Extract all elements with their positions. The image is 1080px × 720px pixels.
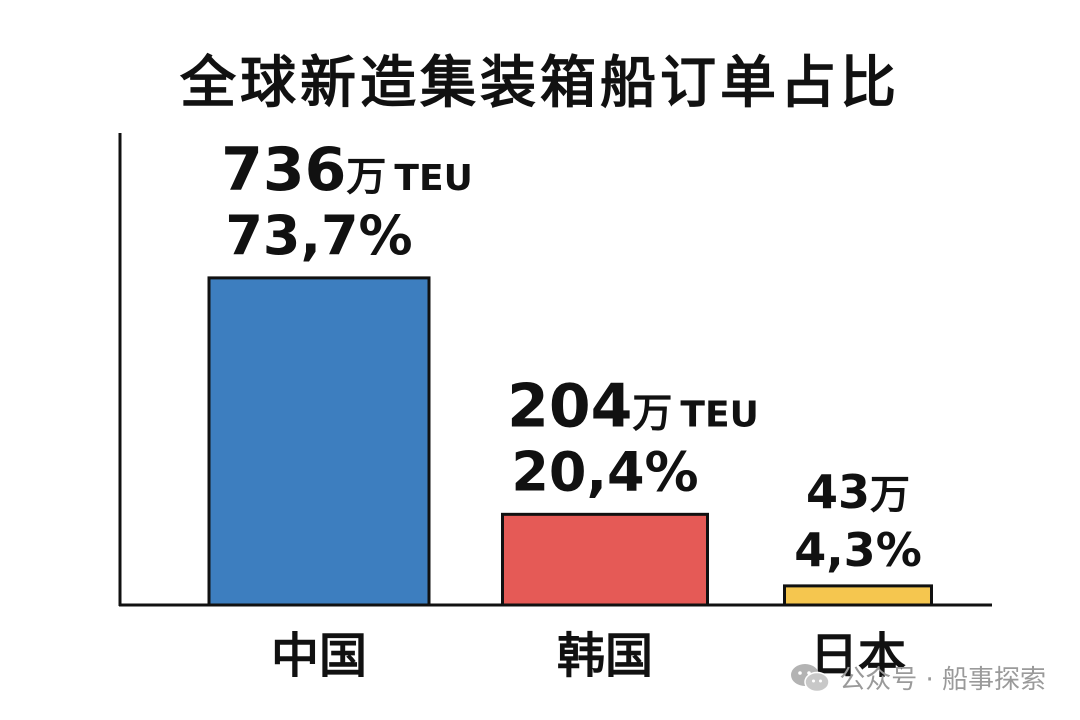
wechat-icon (791, 663, 830, 692)
bar-1 (501, 512, 709, 607)
bar-2 (783, 584, 933, 607)
category-label-1: 韩国 (557, 628, 653, 684)
percent-label-1: 20,4% (511, 440, 698, 503)
watermark-text: 公众号 · 船事探索 (839, 665, 1046, 695)
percent-label-2: 4,3% (794, 523, 922, 577)
chart-title: 全球新造集装箱船订单占比 (180, 51, 900, 116)
value-label-1: 204万 TEU (507, 371, 759, 441)
bar-0 (207, 276, 431, 607)
value-label-0: 736万 TEU (221, 135, 473, 205)
percent-label-0: 73,7% (225, 204, 412, 267)
category-label-0: 中国 (271, 628, 367, 684)
watermark: 公众号 · 船事探索 (789, 659, 1046, 696)
value-label-2: 43万 (806, 465, 910, 519)
